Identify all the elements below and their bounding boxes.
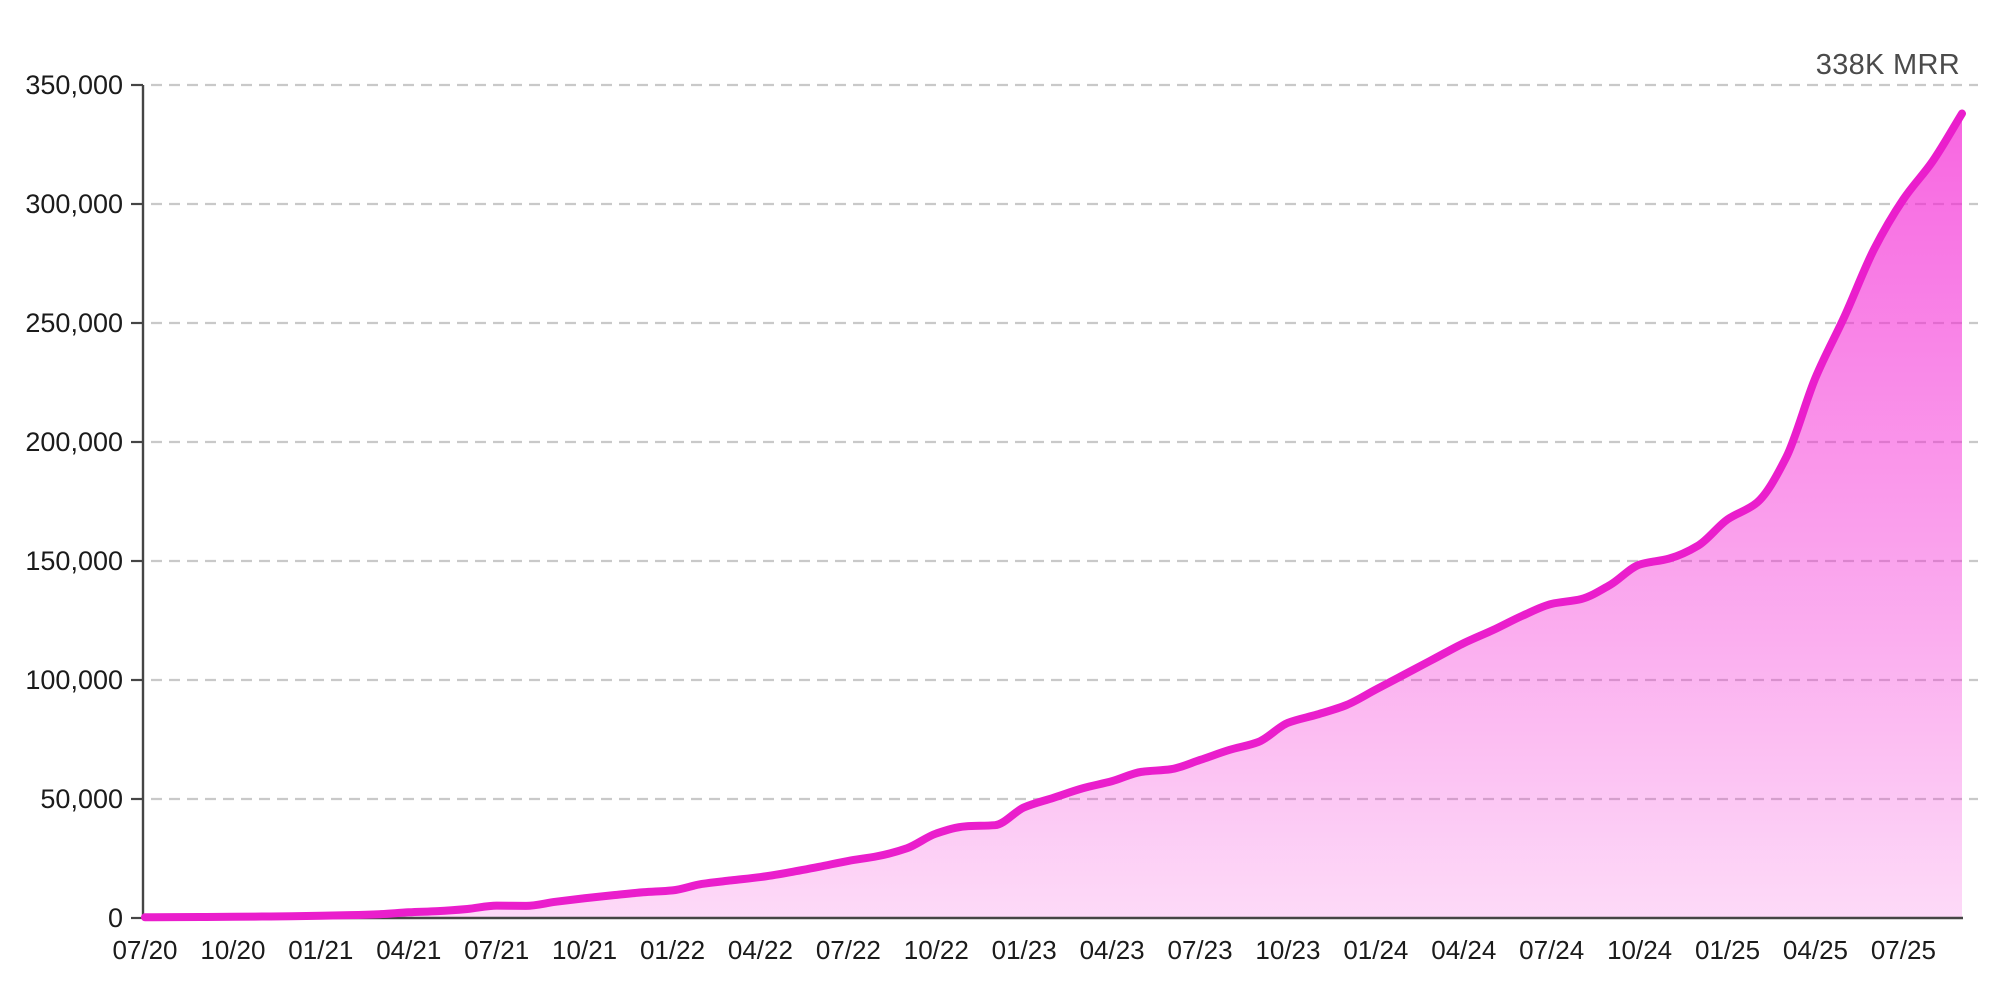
area-fill	[145, 113, 1962, 918]
mrr-total-label: 338K MRR	[1815, 49, 1960, 81]
x-tick-label: 01/24	[1343, 935, 1408, 965]
y-tick-label: 350,000	[25, 70, 123, 100]
y-tick-label: 300,000	[25, 189, 123, 219]
x-tick-label: 07/22	[816, 935, 881, 965]
x-tick-label: 04/22	[728, 935, 793, 965]
y-tick-label: 250,000	[25, 308, 123, 338]
x-tick-label: 04/23	[1080, 935, 1145, 965]
x-tick-label: 07/23	[1167, 935, 1232, 965]
x-tick-label: 10/24	[1607, 935, 1672, 965]
axes	[131, 83, 1963, 920]
x-axis-labels: 07/20 10/20 01/21 04/21 07/21 10/21 01/22 04/22…	[112, 935, 1935, 965]
x-tick-label: 10/21	[552, 935, 617, 965]
mrr-line	[141, 109, 1966, 922]
x-tick-label: 04/21	[376, 935, 441, 965]
x-tick-label: 07/20	[112, 935, 177, 965]
x-tick-label: 10/20	[200, 935, 265, 965]
y-tick-label: 150,000	[25, 546, 123, 576]
y-tick-label: 200,000	[25, 427, 123, 457]
line-layer	[141, 109, 1966, 922]
x-tick-label: 04/24	[1431, 935, 1496, 965]
y-axis-labels: 0 50,000 100,000 150,000 200,000 250,000 300,0…	[25, 70, 123, 933]
x-tick-label: 07/24	[1519, 935, 1584, 965]
x-tick-label: 10/22	[904, 935, 969, 965]
area-layer	[145, 113, 1962, 918]
x-tick-label: 01/22	[640, 935, 705, 965]
y-tick-label: 50,000	[40, 784, 123, 814]
x-tick-label: 07/21	[464, 935, 529, 965]
x-tick-label: 01/23	[992, 935, 1057, 965]
x-tick-label: 01/25	[1695, 935, 1760, 965]
x-tick-label: 07/25	[1871, 935, 1936, 965]
x-tick-label: 01/21	[288, 935, 353, 965]
x-tick-label: 04/25	[1783, 935, 1848, 965]
y-tick-label: 0	[108, 903, 123, 933]
y-tick-label: 100,000	[25, 665, 123, 695]
x-tick-label: 10/23	[1255, 935, 1320, 965]
